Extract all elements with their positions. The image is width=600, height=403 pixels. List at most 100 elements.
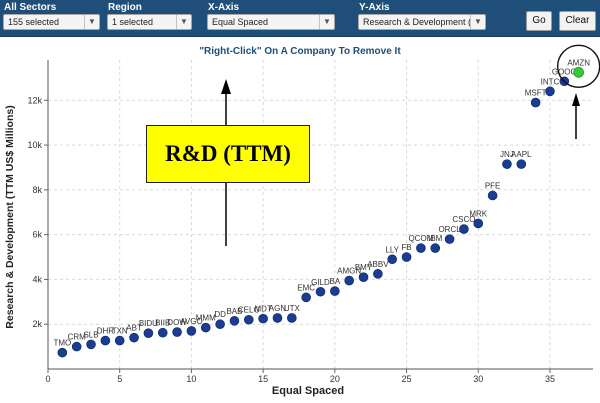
x-axis-select[interactable]: Equal Spaced ▼ [207,14,335,30]
point-amgn[interactable] [344,275,354,286]
y-tick-label: 4k [32,274,42,284]
y-tick-label: 6k [32,230,42,240]
point-agn[interactable] [272,313,283,323]
x-tick-label: 35 [545,374,555,384]
sectors-label: All Sectors [4,2,57,13]
x-axis-label: X-Axis [208,2,240,13]
point-intc[interactable] [545,86,555,97]
point-label: CELG [238,306,260,315]
point-label: BAB [226,307,242,316]
point-label: DD [214,310,226,319]
point-label: CRM [68,333,87,342]
point-ba[interactable] [330,286,340,296]
point-label: MDT [254,305,271,314]
point-slb[interactable] [86,339,96,350]
point-mrk[interactable] [473,218,484,229]
point-label: MRK [469,209,487,218]
callout-box: R&D (TTM) [146,125,310,183]
clear-button[interactable]: Clear [559,11,596,31]
sectors-select[interactable]: 155 selected ▼ [3,14,100,30]
point-gild[interactable] [315,286,326,297]
region-label: Region [108,2,142,13]
y-axis-select[interactable]: Research & Development ( ▼ [358,14,486,30]
point-label: UTX [284,304,301,313]
x-tick-label: 20 [330,374,340,384]
point-csco[interactable] [459,224,469,234]
point-amzn[interactable] [573,67,584,78]
go-button[interactable]: Go [526,11,552,31]
point-mdt[interactable] [258,313,268,324]
x-tick-label: 5 [117,374,122,384]
x-tick-label: 15 [258,374,268,384]
point-label: ABBV [367,260,389,269]
y-axis-label: Y-Axis [359,2,390,13]
point-label: AMGN [337,267,361,276]
point-label: BIIB [155,319,170,328]
point-abbv[interactable] [373,269,383,279]
y-axis-select-value: Research & Development ( [363,17,472,27]
up-arrow-head-icon [221,79,231,94]
point-mmm[interactable] [200,322,211,333]
point-utx[interactable] [287,313,297,323]
chevron-down-icon: ▼ [319,15,334,29]
point-label: CSCO [452,215,475,224]
point-bmy[interactable] [358,272,369,282]
y-tick-label: 2k [32,319,42,329]
point-label: AAPL [511,150,532,159]
x-tick-label: 10 [186,374,196,384]
point-label: MMM [196,314,216,323]
point-jnj[interactable] [502,159,512,169]
point-crm[interactable] [71,341,82,352]
point-msft[interactable] [530,97,541,108]
point-dd[interactable] [215,319,225,330]
point-dhr[interactable] [100,335,111,346]
point-label: MSFT [525,89,547,98]
point-pfe[interactable] [487,190,498,201]
point-label: BIDU [139,319,158,328]
point-lly[interactable] [387,254,398,265]
point-orcl[interactable] [444,234,455,244]
point-label: BA [330,277,341,286]
x-axis-select-value: Equal Spaced [212,17,269,27]
axis-ticks: 0 5 10 15 20 25 30 35 2k 4k 6k 8k 10k 12k [27,95,554,384]
pointer-arrow-head-icon [572,93,580,106]
y-tick-label: 8k [32,185,42,195]
point-biib[interactable] [157,327,168,338]
point-celg[interactable] [243,314,254,325]
y-axis-title: Research & Development (TTM US$ Millions… [4,105,16,328]
point-bidu[interactable] [143,328,154,338]
point-label: FB [401,243,411,252]
region-select[interactable]: 1 selected ▼ [107,14,192,30]
point-txn[interactable] [114,335,125,346]
point-label: DOW [167,318,187,327]
point-abt[interactable] [129,332,139,343]
point-emc[interactable] [301,292,311,303]
point-label: GOOG [552,67,577,76]
chevron-down-icon: ▼ [84,15,99,29]
chevron-down-icon: ▼ [470,15,485,29]
point-bab[interactable] [229,316,240,326]
x-tick-label: 0 [45,374,50,384]
point-ibm[interactable] [430,243,441,253]
point-tmo[interactable] [57,347,68,358]
x-tick-label: 25 [402,374,412,384]
point-avgo[interactable] [186,326,197,336]
chevron-down-icon: ▼ [176,15,191,29]
point-dow[interactable] [172,327,182,337]
point-qcom[interactable] [416,243,426,253]
point-label: AGN [269,304,287,313]
y-tick-label: 10k [27,140,42,150]
point-fb[interactable] [401,252,412,262]
sectors-select-value: 155 selected [8,17,60,27]
point-label: SLB [83,330,98,339]
point-label: PFE [485,181,501,190]
point-label: QCOM [408,234,433,243]
point-aapl[interactable] [516,159,527,169]
point-label: JNJ [500,150,514,159]
point-label: TMO [53,339,71,348]
chart-grid [48,60,593,369]
point-label: INTC [541,77,560,86]
point-label: ABT [126,324,142,333]
